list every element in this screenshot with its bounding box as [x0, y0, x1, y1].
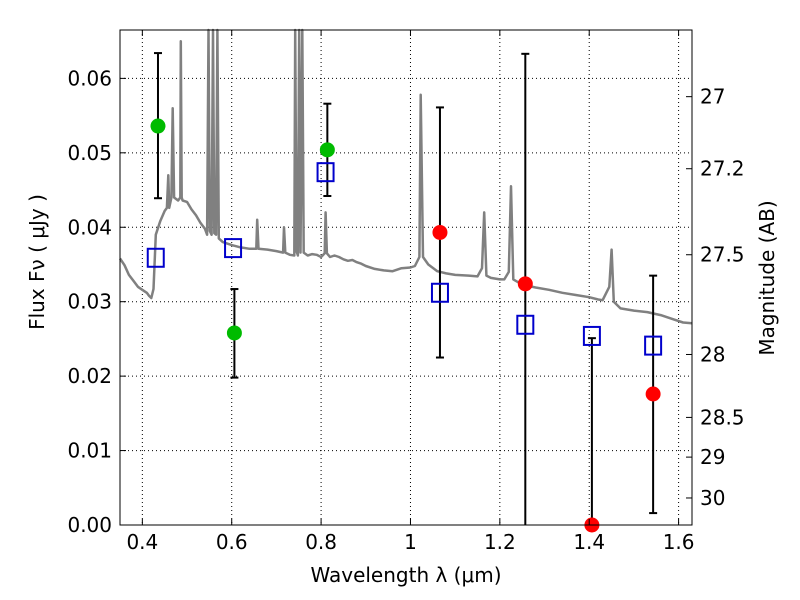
x-tick-label: 0.4	[126, 530, 158, 554]
y-axis-ticks: 0.00 0.01 0.02 0.03 0.04 0.05 0.06	[67, 66, 126, 537]
template-spectrum-line	[118, 28, 693, 325]
y-tick-label: 0.04	[67, 215, 112, 239]
y-tick-label: 0.01	[67, 439, 112, 463]
observed-point	[517, 276, 533, 292]
model-box	[146, 247, 165, 268]
y-tick-label: 0.02	[67, 364, 112, 388]
observed-point	[226, 325, 242, 341]
x-axis-ticks: 0.4 0.6 0.8 1 1.2 1.4 1.6	[126, 30, 695, 554]
observed-points	[150, 118, 661, 533]
y2-tick-label: 28.5	[700, 405, 745, 429]
y2-tick-label: 29	[700, 445, 725, 469]
error-bars	[153, 52, 658, 525]
y-axis-label: Flux Fν ( μJy )	[25, 194, 49, 330]
y2-tick-label: 27	[700, 85, 725, 109]
model-box	[516, 314, 535, 335]
x-tick-label: 0.8	[305, 530, 337, 554]
model-box	[430, 282, 449, 303]
y2-tick-label: 30	[700, 486, 725, 510]
y-tick-label: 0.00	[67, 513, 112, 537]
observed-point	[645, 386, 661, 402]
plot-frame	[119, 29, 693, 526]
x-tick-label: 1.2	[484, 530, 516, 554]
template-spectrum	[118, 28, 693, 325]
x-tick-label: 1.6	[663, 530, 695, 554]
y-tick-label: 0.05	[67, 141, 112, 165]
model-box	[644, 335, 663, 356]
y2-tick-label: 27.5	[700, 243, 745, 267]
model-box	[224, 238, 243, 259]
y2-axis-label: Magnitude (AB)	[755, 200, 779, 355]
y-tick-label: 0.03	[67, 290, 112, 314]
x-axis-label: Wavelength λ (μm)	[310, 563, 501, 587]
grid-lines	[120, 30, 692, 526]
x-tick-label: 1.4	[573, 530, 605, 554]
y2-tick-label: 28	[700, 342, 725, 366]
observed-point	[150, 118, 166, 134]
observed-point	[319, 142, 335, 158]
model-box	[582, 325, 601, 346]
y-tick-label: 0.06	[67, 66, 112, 90]
observed-point	[432, 224, 448, 240]
model-boxes	[146, 162, 663, 356]
model-box	[316, 162, 335, 183]
y2-tick-label: 27.2	[700, 157, 745, 181]
x-tick-label: 0.6	[216, 530, 248, 554]
y2-axis-ticks: 27 27.2 27.5 28 28.5 29 30	[686, 85, 745, 510]
x-tick-label: 1	[404, 530, 417, 554]
